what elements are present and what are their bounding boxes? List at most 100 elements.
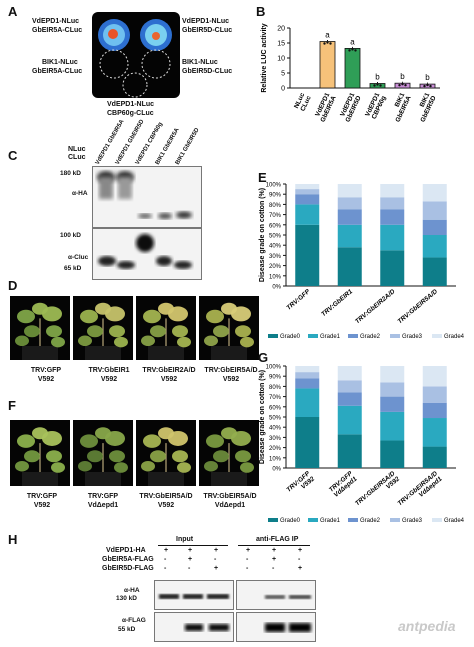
e-legend-label: Grade2	[360, 334, 381, 340]
h-sign: -	[246, 556, 249, 563]
h-sign-grid: + + + + + + - + - - + - - - + - - +	[158, 546, 310, 574]
a-tr-2: GbEIR5D-CLuc	[182, 27, 233, 34]
g-y-tick-label: 90%	[269, 375, 282, 381]
b-point	[326, 41, 329, 44]
h-sign: +	[164, 547, 169, 554]
b-x-tick-label: VdEPD1GbEIR5A	[313, 92, 338, 124]
c-nluc-label: NLuc	[68, 146, 86, 153]
panel-label-d: D	[8, 278, 18, 293]
g-legend-label: Grade1	[320, 518, 341, 524]
panel-label-a: A	[8, 4, 18, 19]
d-cap-3b: V592	[160, 376, 178, 383]
e-segment	[422, 219, 447, 235]
g-x-tick-label: TRV:GbEIR5A/DV592	[354, 470, 401, 513]
e-x-tick-label: TRV:GbEIR5A/D	[397, 288, 440, 325]
d-plant-photo	[136, 296, 196, 360]
b-significance-letter: a	[350, 37, 355, 46]
f-cap-3a: TRV:GbEIR5A/D	[139, 493, 193, 500]
g-legend-swatch	[390, 518, 400, 522]
f-cap-3b: V592	[157, 502, 175, 509]
h-sign: +	[214, 547, 219, 554]
e-segment	[337, 224, 362, 248]
a-tl-1: VdEPD1-NLuc	[32, 18, 80, 25]
a-ml-2: GbEIR5A-CLuc	[32, 68, 83, 75]
g-segment	[295, 366, 320, 373]
g-segment	[337, 380, 362, 393]
g-legend-swatch	[268, 518, 278, 522]
e-x-tick-label: TRV:GbEIR2A/D	[354, 288, 397, 325]
b-x-tick-label: BIK1GbEIR5D	[413, 92, 438, 124]
h-sign: +	[272, 556, 277, 563]
a-b-1: VdEPD1-NLuc	[107, 101, 155, 108]
b-point	[354, 49, 357, 52]
panel-label-b: B	[256, 4, 266, 19]
a-tl-2: GbEIR5A-CLuc	[32, 27, 83, 34]
e-segment	[295, 184, 320, 190]
e-segment	[422, 257, 447, 286]
e-y-tick-label: 80%	[269, 203, 282, 209]
h-sign: +	[298, 547, 303, 554]
h-marker-130: 130 kD	[116, 595, 137, 602]
g-x-tick-label: TRV:GbEIR5A/DVdΔepd1	[397, 470, 444, 513]
e-segment	[295, 194, 320, 205]
d-cap-1b: V592	[37, 376, 55, 383]
g-y-tick-label: 30%	[269, 436, 282, 442]
g-legend-label: Grade2	[360, 518, 381, 524]
h-row-label-3: GbEIR5D-FLAG	[102, 565, 154, 572]
g-legend-swatch	[348, 518, 358, 522]
b-point	[376, 83, 379, 86]
blot-c-bottom	[92, 228, 202, 280]
blot-h-flag-input	[154, 612, 234, 642]
c-marker-65: 65 kD	[64, 265, 82, 272]
h-input-line	[158, 545, 228, 546]
g-y-tick-label: 40%	[269, 426, 282, 432]
e-segment	[295, 224, 320, 286]
blot-h-ha-ip	[236, 580, 316, 610]
e-segment	[380, 184, 405, 198]
panel-label-e: E	[258, 170, 267, 185]
b-x-tick-label: BIK1GbEIR5A	[388, 92, 413, 124]
e-segment	[295, 189, 320, 195]
h-sign: +	[188, 556, 193, 563]
e-legend-swatch	[390, 334, 400, 338]
b-x-tick-label: NLucCLuc	[293, 92, 313, 113]
g-segment	[337, 405, 362, 435]
h-input-header: Input	[176, 536, 194, 543]
e-segment	[337, 197, 362, 210]
e-x-tick-label: TRV:GbEIR1	[320, 288, 354, 318]
b-x-tick-label: VdEPD1CBP60g	[364, 92, 388, 121]
disease-grade-chart-g: 0% 10% 20% 30% 40% 50% 60% 70% 80% 90% 100%Disease…	[259, 365, 465, 525]
g-segment	[380, 396, 405, 412]
g-y-tick-label: 60%	[269, 405, 282, 411]
b-point	[429, 84, 432, 88]
g-segment	[337, 366, 362, 381]
h-sign: -	[164, 565, 167, 572]
g-segment	[295, 372, 320, 379]
e-y-axis-label: Disease grade on cotton (%)	[259, 188, 266, 282]
g-segment	[337, 392, 362, 406]
f-plant-photo	[199, 420, 259, 486]
e-y-tick-label: 60%	[269, 223, 282, 229]
e-segment	[422, 184, 447, 202]
e-y-tick-label: 50%	[269, 234, 282, 240]
e-legend-label: Grade0	[280, 334, 301, 340]
c-antibody-cluc: α-Cluc	[68, 254, 89, 261]
h-sign: -	[214, 556, 217, 563]
blot-c-top	[92, 166, 202, 228]
h-marker-55: 55 kD	[118, 626, 136, 633]
watermark: antpedia	[398, 618, 456, 634]
b-y-tick-label: 20	[277, 26, 285, 33]
g-segment	[422, 402, 447, 419]
g-y-axis-label: Disease grade on cotton (%)	[259, 370, 266, 464]
e-y-tick-label: 90%	[269, 193, 282, 199]
b-significance-letter: b	[425, 73, 430, 82]
g-legend-label: Grade3	[402, 518, 423, 524]
b-x-tick-label: VdEPD1GbEIR5D	[338, 92, 363, 124]
g-segment	[380, 366, 405, 383]
e-y-tick-label: 100%	[266, 183, 282, 189]
g-y-tick-label: 10%	[269, 456, 282, 462]
d-cap-1a: TRV:GFP	[30, 367, 62, 374]
g-segment	[380, 382, 405, 397]
e-legend-swatch	[308, 334, 318, 338]
b-y-tick-label: 0	[281, 86, 285, 93]
